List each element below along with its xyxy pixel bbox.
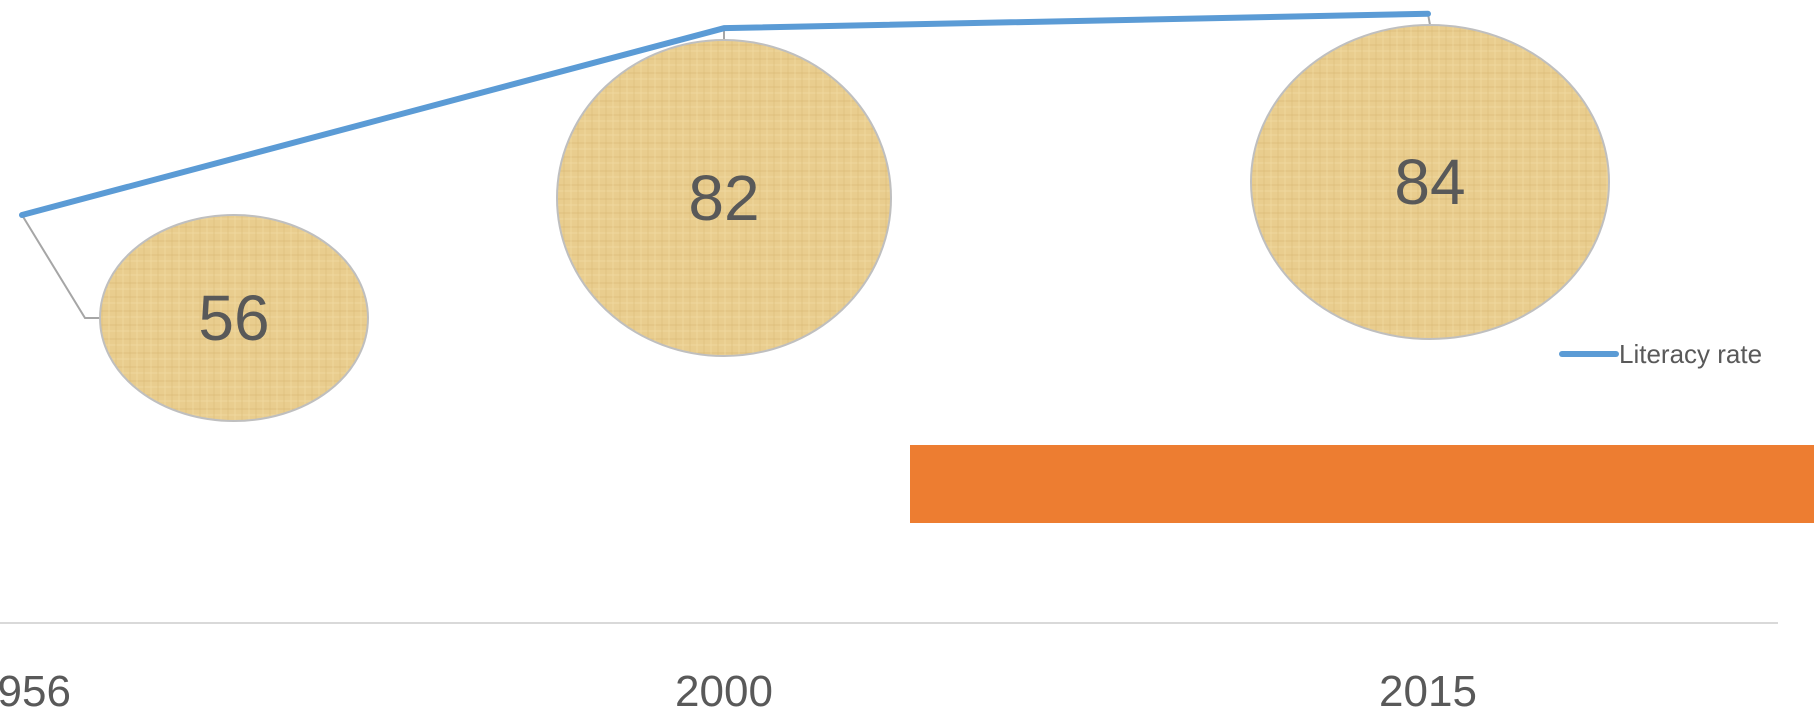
x-tick-label: 2015 bbox=[1379, 667, 1477, 710]
decorative-bar bbox=[910, 445, 1814, 523]
x-tick-label: 1956 bbox=[0, 667, 71, 710]
data-label-bubble bbox=[556, 39, 892, 357]
legend-label-literacy-rate: Literacy rate bbox=[1619, 339, 1762, 369]
x-tick-label: 2000 bbox=[675, 667, 773, 710]
legend: Literacy rate bbox=[1559, 339, 1762, 369]
data-label-value: 56 bbox=[198, 282, 269, 354]
x-axis-tick-labels: 1956 2000 2015 bbox=[0, 667, 1477, 710]
series-line-literacy-rate bbox=[19, 10, 1431, 218]
data-label-value: 84 bbox=[1394, 146, 1465, 218]
data-label-bubble bbox=[99, 214, 369, 422]
leader-line bbox=[21, 214, 100, 319]
data-label-value: 82 bbox=[688, 162, 759, 234]
data-label-bubbles: 56 82 84 bbox=[99, 24, 1610, 422]
data-label-bubble bbox=[1250, 24, 1610, 340]
